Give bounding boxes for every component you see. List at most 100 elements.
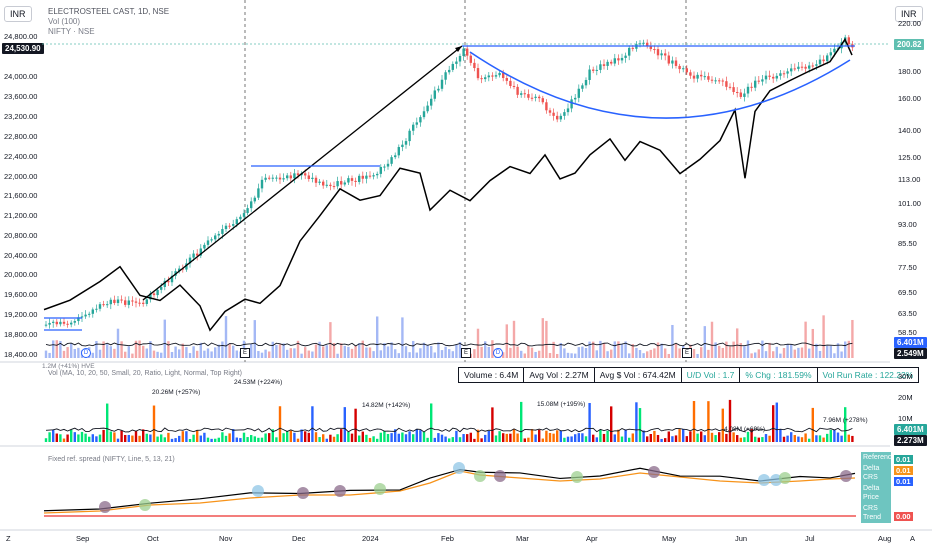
volume-bar xyxy=(106,344,109,358)
volume-bar-2 xyxy=(466,434,469,442)
volume-bar-2 xyxy=(390,433,393,442)
earnings-marker[interactable]: E xyxy=(240,348,250,358)
volume-bar-2 xyxy=(300,429,303,442)
earnings-marker[interactable]: E xyxy=(461,348,471,358)
candle-body xyxy=(746,86,750,94)
volume-bar xyxy=(199,342,202,358)
volume-bar-2 xyxy=(142,429,145,442)
right-price-axis[interactable]: 220.00 180.00 160.00 140.00 125.00 113.0… xyxy=(892,0,932,360)
volume-bar xyxy=(48,352,51,358)
volume-bar xyxy=(437,342,440,358)
volume-bar-2 xyxy=(311,406,314,442)
candle-body xyxy=(516,86,519,95)
volume-bar-2 xyxy=(664,438,667,442)
time-axis[interactable]: Sep Oct Nov Dec 2024 Feb Mar Apr May Jun… xyxy=(0,534,932,548)
volume-bar xyxy=(188,353,192,358)
volume-legend[interactable]: Vol (100) xyxy=(48,17,81,26)
volume-bar xyxy=(368,347,372,358)
volume-bar-2 xyxy=(505,433,508,442)
candle-body xyxy=(570,99,573,109)
volume-bar-2 xyxy=(250,435,253,442)
candle-body xyxy=(559,115,562,120)
volume-bar-2 xyxy=(62,438,66,442)
volume-bar xyxy=(800,347,804,358)
spread-signal-dot xyxy=(99,501,111,513)
volume-bar-2 xyxy=(520,401,523,442)
volume-bar xyxy=(617,341,620,358)
volume-indicator-legend[interactable]: Vol (MA, 10, 20, 50, Small, 20, Ratio, L… xyxy=(48,370,243,377)
volume-bar xyxy=(790,344,793,358)
auto-scale-button[interactable]: A xyxy=(910,534,916,543)
volume-bar xyxy=(91,352,94,358)
volume-bar xyxy=(707,349,710,358)
spread-indicator-legend[interactable]: Fixed ref. spread (NIFTY, Line, 5, 13, 2… xyxy=(48,456,175,463)
volume-bar xyxy=(484,341,487,358)
candle-body xyxy=(98,304,102,309)
volume-bar xyxy=(433,352,436,358)
candle-body xyxy=(221,229,224,234)
dividend-marker[interactable]: D xyxy=(81,348,91,358)
volume-bar xyxy=(210,351,213,358)
spread-signal-dot xyxy=(139,499,151,511)
earnings-marker[interactable]: E xyxy=(682,348,692,358)
candle-body xyxy=(534,96,537,98)
symbol-legend[interactable]: ELECTROSTEEL CAST, 1D, NSE xyxy=(48,7,170,16)
volume-bar xyxy=(440,350,444,358)
volume-bar-2 xyxy=(512,429,516,442)
volume-bar-2 xyxy=(797,436,800,442)
volume-bar-2 xyxy=(289,430,292,442)
volume-bar xyxy=(44,350,48,358)
candle-body xyxy=(217,233,220,236)
volume-bar xyxy=(217,344,220,358)
spread-signal-dot xyxy=(494,470,506,482)
right-axis-tick: 180.00 xyxy=(898,67,921,76)
candle-body xyxy=(390,157,393,164)
volume-bar xyxy=(235,350,238,358)
volume-bar-2 xyxy=(264,433,267,442)
left-price-axis[interactable]: 24,800.00 24,000.00 23,600.00 23,200.00 … xyxy=(0,0,42,360)
zoom-button[interactable]: Z xyxy=(6,534,11,543)
currency-selector-right[interactable]: INR xyxy=(895,6,923,22)
volume-bar-2 xyxy=(548,432,552,442)
spread-signal-dot xyxy=(297,487,309,499)
candle-body xyxy=(59,321,62,325)
volume-bar xyxy=(566,352,570,358)
candle-body xyxy=(354,180,357,182)
left-current-price-tag: 24,530.90 xyxy=(2,43,44,54)
compare-legend[interactable]: NIFTY · NSE xyxy=(48,27,95,36)
volume-bar-2 xyxy=(455,430,458,442)
candle-body xyxy=(131,300,134,302)
volume-bar-2 xyxy=(239,438,242,442)
volume-bar-2 xyxy=(743,437,746,442)
volume-bar-2 xyxy=(840,435,843,442)
candle-body xyxy=(833,48,836,53)
dividend-marker[interactable]: D xyxy=(493,348,503,358)
volume-bar-2 xyxy=(732,432,735,442)
volume-bar xyxy=(325,345,328,358)
candle-body xyxy=(163,280,166,287)
volume-bar-2 xyxy=(545,430,548,442)
volume-bar-2 xyxy=(775,402,778,442)
volume-bar-2 xyxy=(437,433,440,442)
volume-bar xyxy=(700,347,703,358)
volume-bar-2 xyxy=(682,429,685,442)
volume-bar xyxy=(444,346,447,358)
volume-ma-line-2 xyxy=(45,427,853,433)
volume-bar xyxy=(602,343,606,358)
right-axis-tick: 101.00 xyxy=(898,199,921,208)
volume-bar xyxy=(293,348,296,358)
candle-body xyxy=(624,55,627,58)
volume-bar xyxy=(138,340,141,358)
time-tick: Jul xyxy=(805,534,815,543)
volume-bar xyxy=(746,340,750,358)
volume-bar-2 xyxy=(199,435,202,442)
volume-annotation: 14.82M (+142%) xyxy=(362,402,411,409)
volume-bar-2 xyxy=(559,430,562,442)
currency-selector-left[interactable]: INR xyxy=(4,6,32,22)
spread-val-tag: 0.01 xyxy=(894,477,913,486)
right-axis-tick: 140.00 xyxy=(898,126,921,135)
spread-signal-dot xyxy=(758,474,770,486)
volume-bar xyxy=(232,345,235,358)
candle-body xyxy=(512,85,516,87)
